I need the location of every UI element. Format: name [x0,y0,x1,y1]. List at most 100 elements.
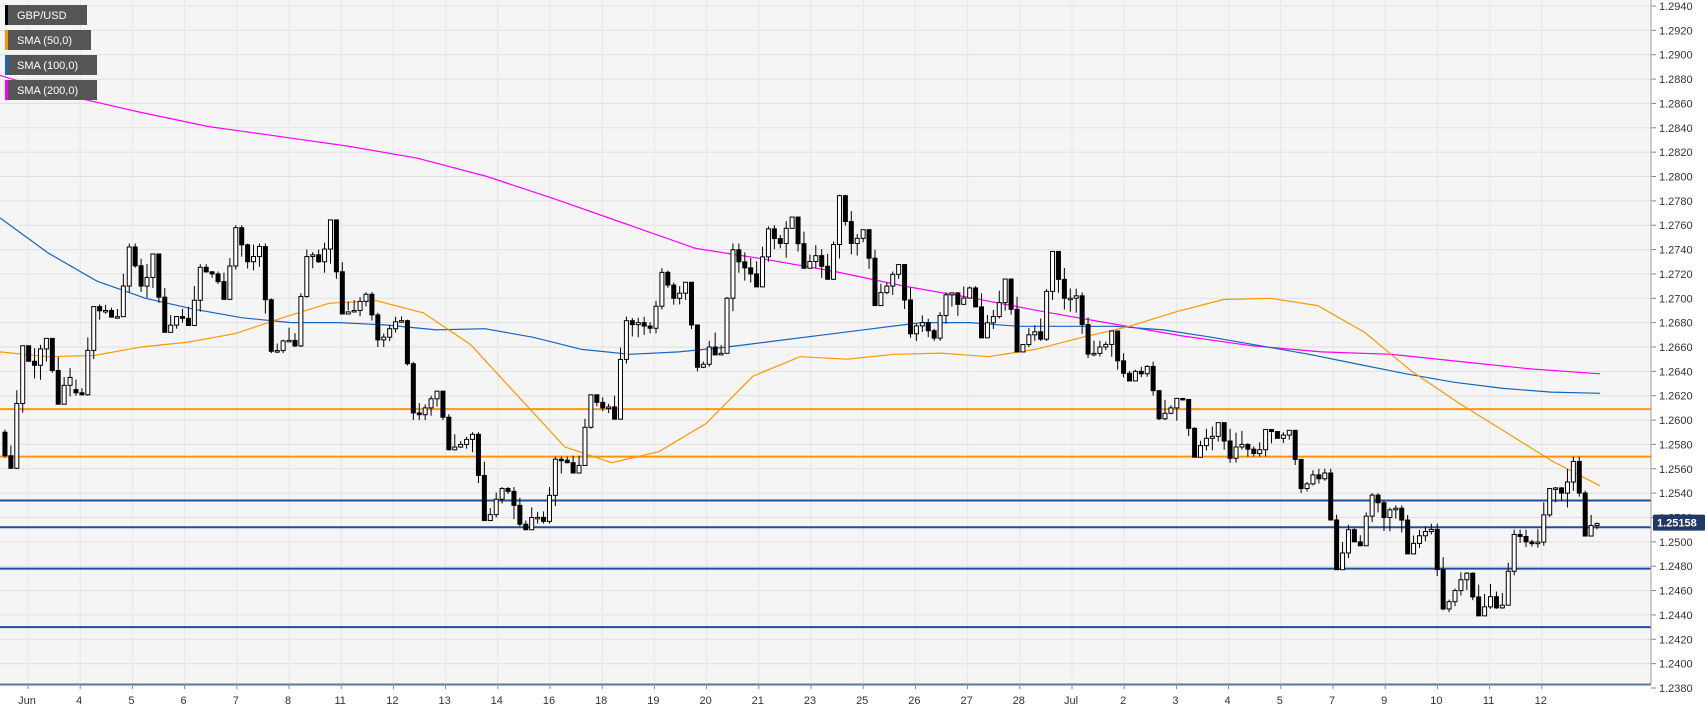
candle [475,432,481,484]
candle-body-up [91,306,97,351]
candle-body-up [943,294,949,317]
candle [209,271,215,278]
candle-body-down [1014,308,1020,353]
candle-body-up [174,316,180,326]
candle [428,395,434,416]
candle-body-up [635,322,641,326]
candle-body-up [470,433,476,440]
candle-body-up [878,292,884,307]
candle [1405,514,1411,555]
candle-body-down [902,264,908,301]
candle-body-down [97,306,103,312]
candle [606,403,612,414]
candle-body-up [1564,481,1570,494]
candle [458,441,464,448]
candle-body-down [1126,372,1132,382]
candle-body-up [1322,472,1328,480]
candle [671,282,677,305]
legend-item [5,30,91,50]
candle [730,243,736,312]
candle-body-down [671,284,677,299]
candle-body-down [1245,443,1251,450]
candle-body-up [1422,531,1428,537]
candle [1067,288,1073,312]
candle-body-down [1316,474,1322,480]
candle-body-up [1174,397,1180,409]
candle [369,292,375,321]
y-tick-label: 1.2940 [1659,1,1693,13]
candle-body-down [511,490,517,506]
candle-body-up [884,285,890,294]
candle [345,301,351,315]
candle [1032,325,1038,341]
candle-body-down [1405,519,1411,555]
candle-body-down [79,392,85,396]
candle [1192,427,1198,458]
candle-body-down [1269,429,1275,433]
legend-label: GBP/USD [17,10,67,22]
candle-body-up [1168,407,1174,414]
candle [955,292,961,316]
x-tick-label: 6 [181,695,187,707]
candle-body-up [546,494,552,522]
candle [635,317,641,338]
candle-body-up [552,458,558,496]
candle [363,292,369,307]
x-tick-label: 4 [76,695,82,707]
candle [594,394,600,407]
candle-body-down [771,228,777,240]
candle [771,225,777,250]
candle [896,264,902,279]
candle-body-up [1073,295,1079,299]
candle [1269,429,1275,444]
candle-body-up [1304,483,1310,490]
candle [535,511,541,524]
y-tick-label: 1.2620 [1659,391,1693,403]
candle-body-up [1109,330,1115,345]
candle-body-up [37,348,43,366]
candle [1334,514,1340,571]
legend-swatch [5,55,8,75]
candle-body-up [1482,606,1488,617]
candle [1564,468,1570,508]
candle-body-up [854,237,860,244]
legend-label: SMA (200,0) [17,85,78,97]
sma-lines [0,74,1601,487]
candle [576,455,582,474]
candle [1239,430,1245,450]
candle-body-up [1032,331,1038,336]
candle-body-up [984,322,990,339]
candle [446,414,452,451]
candle [1298,458,1304,494]
candle-body-up [1446,601,1452,610]
candle-body-up [1198,445,1203,458]
candle-body-up [700,363,706,368]
candle-body-down [440,390,446,418]
candle [902,264,908,309]
candle [872,249,878,307]
candle-body-up [919,322,925,327]
candle [967,286,973,299]
candle [1091,340,1097,357]
candle [114,308,120,319]
candle-body-down [748,267,754,275]
candle-body-up [760,256,766,288]
candle-body-up [1387,509,1393,518]
candle [1274,431,1280,439]
candle-body-down [694,324,700,368]
candle-body-up [996,302,1002,318]
candle-body-up [126,246,132,287]
candle [286,327,292,343]
candle-body-down [742,261,748,269]
candle-body-up [1310,474,1316,485]
candle-body-down [1357,541,1363,547]
candle-body-up [683,281,689,294]
x-tick-label: Jun [18,695,36,707]
candle-body-up [1464,572,1470,581]
candle-body-down [866,229,872,259]
candle-body-up [813,255,819,263]
candle-body-up [286,339,292,343]
candle [1570,456,1576,491]
x-tick-label: 11 [334,695,345,707]
candle-body-down [641,322,647,327]
